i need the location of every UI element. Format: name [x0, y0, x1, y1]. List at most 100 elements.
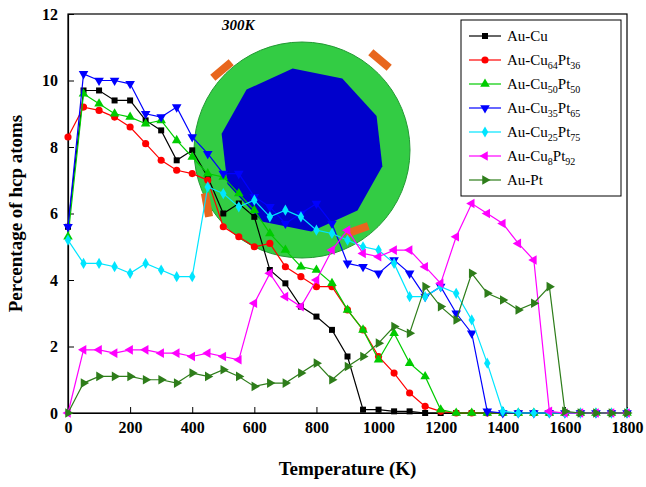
series-marker [609, 408, 617, 418]
series-marker [234, 188, 244, 196]
series-marker [391, 258, 397, 269]
x-tick-label: 600 [243, 419, 267, 436]
series-marker [360, 352, 368, 362]
series-marker [158, 375, 166, 385]
series-marker [313, 225, 319, 236]
x-tick: 800 [305, 407, 329, 436]
series-marker [358, 324, 368, 332]
series-line [68, 90, 627, 413]
series-marker [64, 133, 71, 140]
x-tick-label: 1000 [363, 419, 395, 436]
series-marker [482, 209, 490, 219]
inset-patch [210, 59, 234, 81]
series-marker [218, 171, 228, 179]
x-axis: 020040060080010001200140016001800 [65, 407, 644, 436]
inset-core [222, 69, 383, 232]
series-marker [156, 114, 166, 122]
series-marker [436, 404, 446, 412]
series-marker [360, 407, 366, 413]
series-marker [466, 199, 474, 209]
series-marker [172, 135, 182, 143]
y-tick: 10 [42, 72, 74, 89]
series-marker [174, 157, 180, 163]
series-marker [187, 151, 197, 159]
series-marker [96, 87, 102, 93]
legend-marker [480, 78, 490, 86]
series-marker [422, 410, 428, 416]
series-marker [189, 170, 196, 177]
series-marker [314, 358, 322, 368]
y-tick: 8 [50, 139, 74, 156]
series-marker [112, 97, 118, 103]
y-tick-mark [68, 147, 74, 148]
series-marker [142, 258, 148, 269]
legend-marker [479, 151, 487, 161]
series-marker [405, 358, 415, 366]
series-marker [205, 181, 211, 192]
series-marker [218, 352, 226, 362]
series-marker [343, 261, 353, 269]
legend-label: Au-Cu35Pt65 [507, 100, 580, 119]
legend-label: Au-Cu25Pt75 [507, 124, 580, 143]
series-marker [127, 123, 134, 130]
series-marker [531, 407, 537, 418]
series-marker [158, 157, 165, 164]
series-marker [94, 345, 102, 355]
series-line [68, 273, 627, 413]
legend-box [461, 20, 621, 196]
series-marker [500, 295, 508, 305]
series-marker [311, 275, 319, 285]
series-marker [203, 151, 213, 159]
series-marker [233, 355, 241, 365]
series-marker [236, 372, 244, 382]
series-marker [312, 201, 322, 209]
series-marker [329, 375, 337, 385]
x-tick: 400 [181, 407, 205, 436]
series-marker [281, 245, 291, 253]
series-marker [140, 345, 148, 355]
series-marker [374, 271, 384, 279]
series-marker [189, 271, 195, 282]
series-marker [297, 273, 304, 280]
series-marker [173, 167, 180, 174]
x-tick-label: 800 [305, 419, 329, 436]
legend-marker [481, 56, 488, 63]
series-marker [267, 211, 273, 222]
series-marker [389, 245, 397, 255]
series-marker [376, 407, 382, 413]
series-marker [298, 211, 304, 222]
series-marker [141, 118, 151, 126]
series-marker [158, 264, 164, 275]
x-tick-label: 0 [65, 419, 73, 436]
series-marker [391, 322, 399, 332]
series-marker [578, 408, 586, 418]
series-marker [344, 235, 350, 246]
series-marker [142, 140, 149, 147]
x-tick-label: 400 [181, 419, 205, 436]
series-marker [484, 288, 492, 298]
series-marker [329, 327, 335, 333]
series-marker [79, 71, 89, 79]
series-marker [358, 264, 368, 272]
series-marker [280, 292, 288, 302]
series-marker [282, 263, 289, 270]
series-marker [94, 78, 104, 86]
series-marker [202, 348, 210, 358]
series-marker [342, 225, 350, 235]
series-marker [422, 282, 430, 292]
series-marker [562, 407, 570, 417]
y-tick-mark [68, 81, 74, 82]
x-tick-mark [254, 407, 255, 413]
series-marker [127, 372, 135, 382]
series-marker [80, 258, 86, 269]
series-marker [281, 221, 291, 229]
x-tick-label: 1600 [549, 419, 581, 436]
series-marker [467, 407, 477, 415]
series-marker [624, 408, 632, 418]
series-marker [65, 235, 71, 246]
series-marker [265, 204, 275, 212]
chart-svg: 300K020040060080010001200140016001800024… [0, 0, 646, 487]
series-line [68, 107, 627, 413]
series-marker [78, 345, 86, 355]
series-marker [357, 249, 365, 259]
